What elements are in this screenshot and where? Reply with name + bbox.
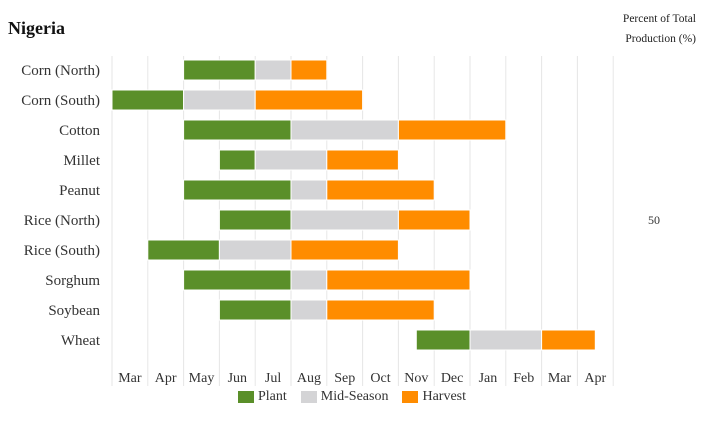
mid-bar [290, 299, 328, 321]
legend-label: Mid-Season [320, 389, 389, 404]
harvest-bar [397, 209, 471, 231]
month-tick-label: Dec [441, 371, 464, 386]
legend-swatch [402, 391, 419, 403]
crop-label: Millet [63, 153, 100, 169]
harvest-bar [326, 149, 399, 171]
plant-bar [147, 239, 220, 261]
month-tick-label: Jan [479, 371, 498, 386]
legend-label: Plant [258, 389, 287, 404]
percent-value: 50 [648, 213, 660, 227]
mid-bar [290, 179, 328, 201]
month-tick-label: Apr [155, 371, 177, 386]
harvest-bar [290, 59, 328, 81]
mid-bar [290, 119, 399, 141]
crop-label: Rice (South) [24, 243, 100, 259]
legend: Plant Mid-Season Harvest [0, 389, 704, 405]
month-tick-label: Nov [404, 371, 428, 386]
harvest-bar [326, 269, 471, 291]
month-tick-label: May [189, 371, 215, 386]
harvest-bar [326, 179, 435, 201]
mid-bar [469, 329, 543, 351]
harvest-bar [397, 119, 507, 141]
month-tick-label: Sep [334, 371, 355, 386]
legend-label: Harvest [422, 389, 466, 404]
month-tick-label: Mar [548, 371, 572, 386]
legend-swatch [238, 391, 254, 403]
plant-bar [183, 269, 292, 291]
month-tick-label: Mar [118, 371, 142, 386]
harvest-bar [541, 329, 596, 351]
plant-bar [218, 149, 256, 171]
percent-header-line-1: Percent of Total [622, 13, 696, 25]
legend-item: Harvest [402, 389, 466, 405]
plant-bar [415, 329, 471, 351]
crop-label: Corn (South) [21, 93, 100, 109]
legend-swatch [300, 391, 317, 403]
mid-bar [290, 269, 328, 291]
month-tick-label: Jul [265, 371, 281, 386]
harvest-bar [326, 299, 435, 321]
mid-bar [218, 239, 292, 261]
legend-item: Mid-Season [300, 389, 389, 405]
month-tick-label: Feb [513, 371, 534, 386]
plant-bar [183, 179, 292, 201]
crop-label: Corn (North) [21, 63, 100, 79]
mid-bar [183, 89, 256, 111]
percent-header-line-2: Production (%) [625, 33, 696, 45]
chart-title: Nigeria [8, 18, 65, 38]
month-tick-label: Apr [584, 371, 606, 386]
crop-label: Cotton [59, 123, 100, 139]
mid-bar [254, 59, 292, 81]
mid-bar [254, 149, 328, 171]
harvest-bar [290, 239, 399, 261]
month-tick-label: Aug [297, 371, 321, 386]
crop-label: Soybean [48, 303, 100, 319]
plant-bar [111, 89, 185, 111]
percent-column-header: Percent of Total Production (%) [586, 9, 696, 49]
legend-item: Plant [238, 389, 287, 405]
plant-bar [218, 299, 292, 321]
plant-bar [218, 209, 292, 231]
month-tick-label: Jun [228, 371, 247, 386]
mid-bar [290, 209, 399, 231]
harvest-bar [254, 89, 364, 111]
crop-label: Rice (North) [24, 213, 100, 229]
plant-bar [183, 119, 292, 141]
crop-label: Peanut [59, 183, 101, 199]
crop-label: Wheat [61, 333, 101, 349]
crop-label: Sorghum [45, 273, 100, 289]
month-tick-label: Oct [370, 371, 390, 386]
plant-bar [183, 59, 256, 81]
